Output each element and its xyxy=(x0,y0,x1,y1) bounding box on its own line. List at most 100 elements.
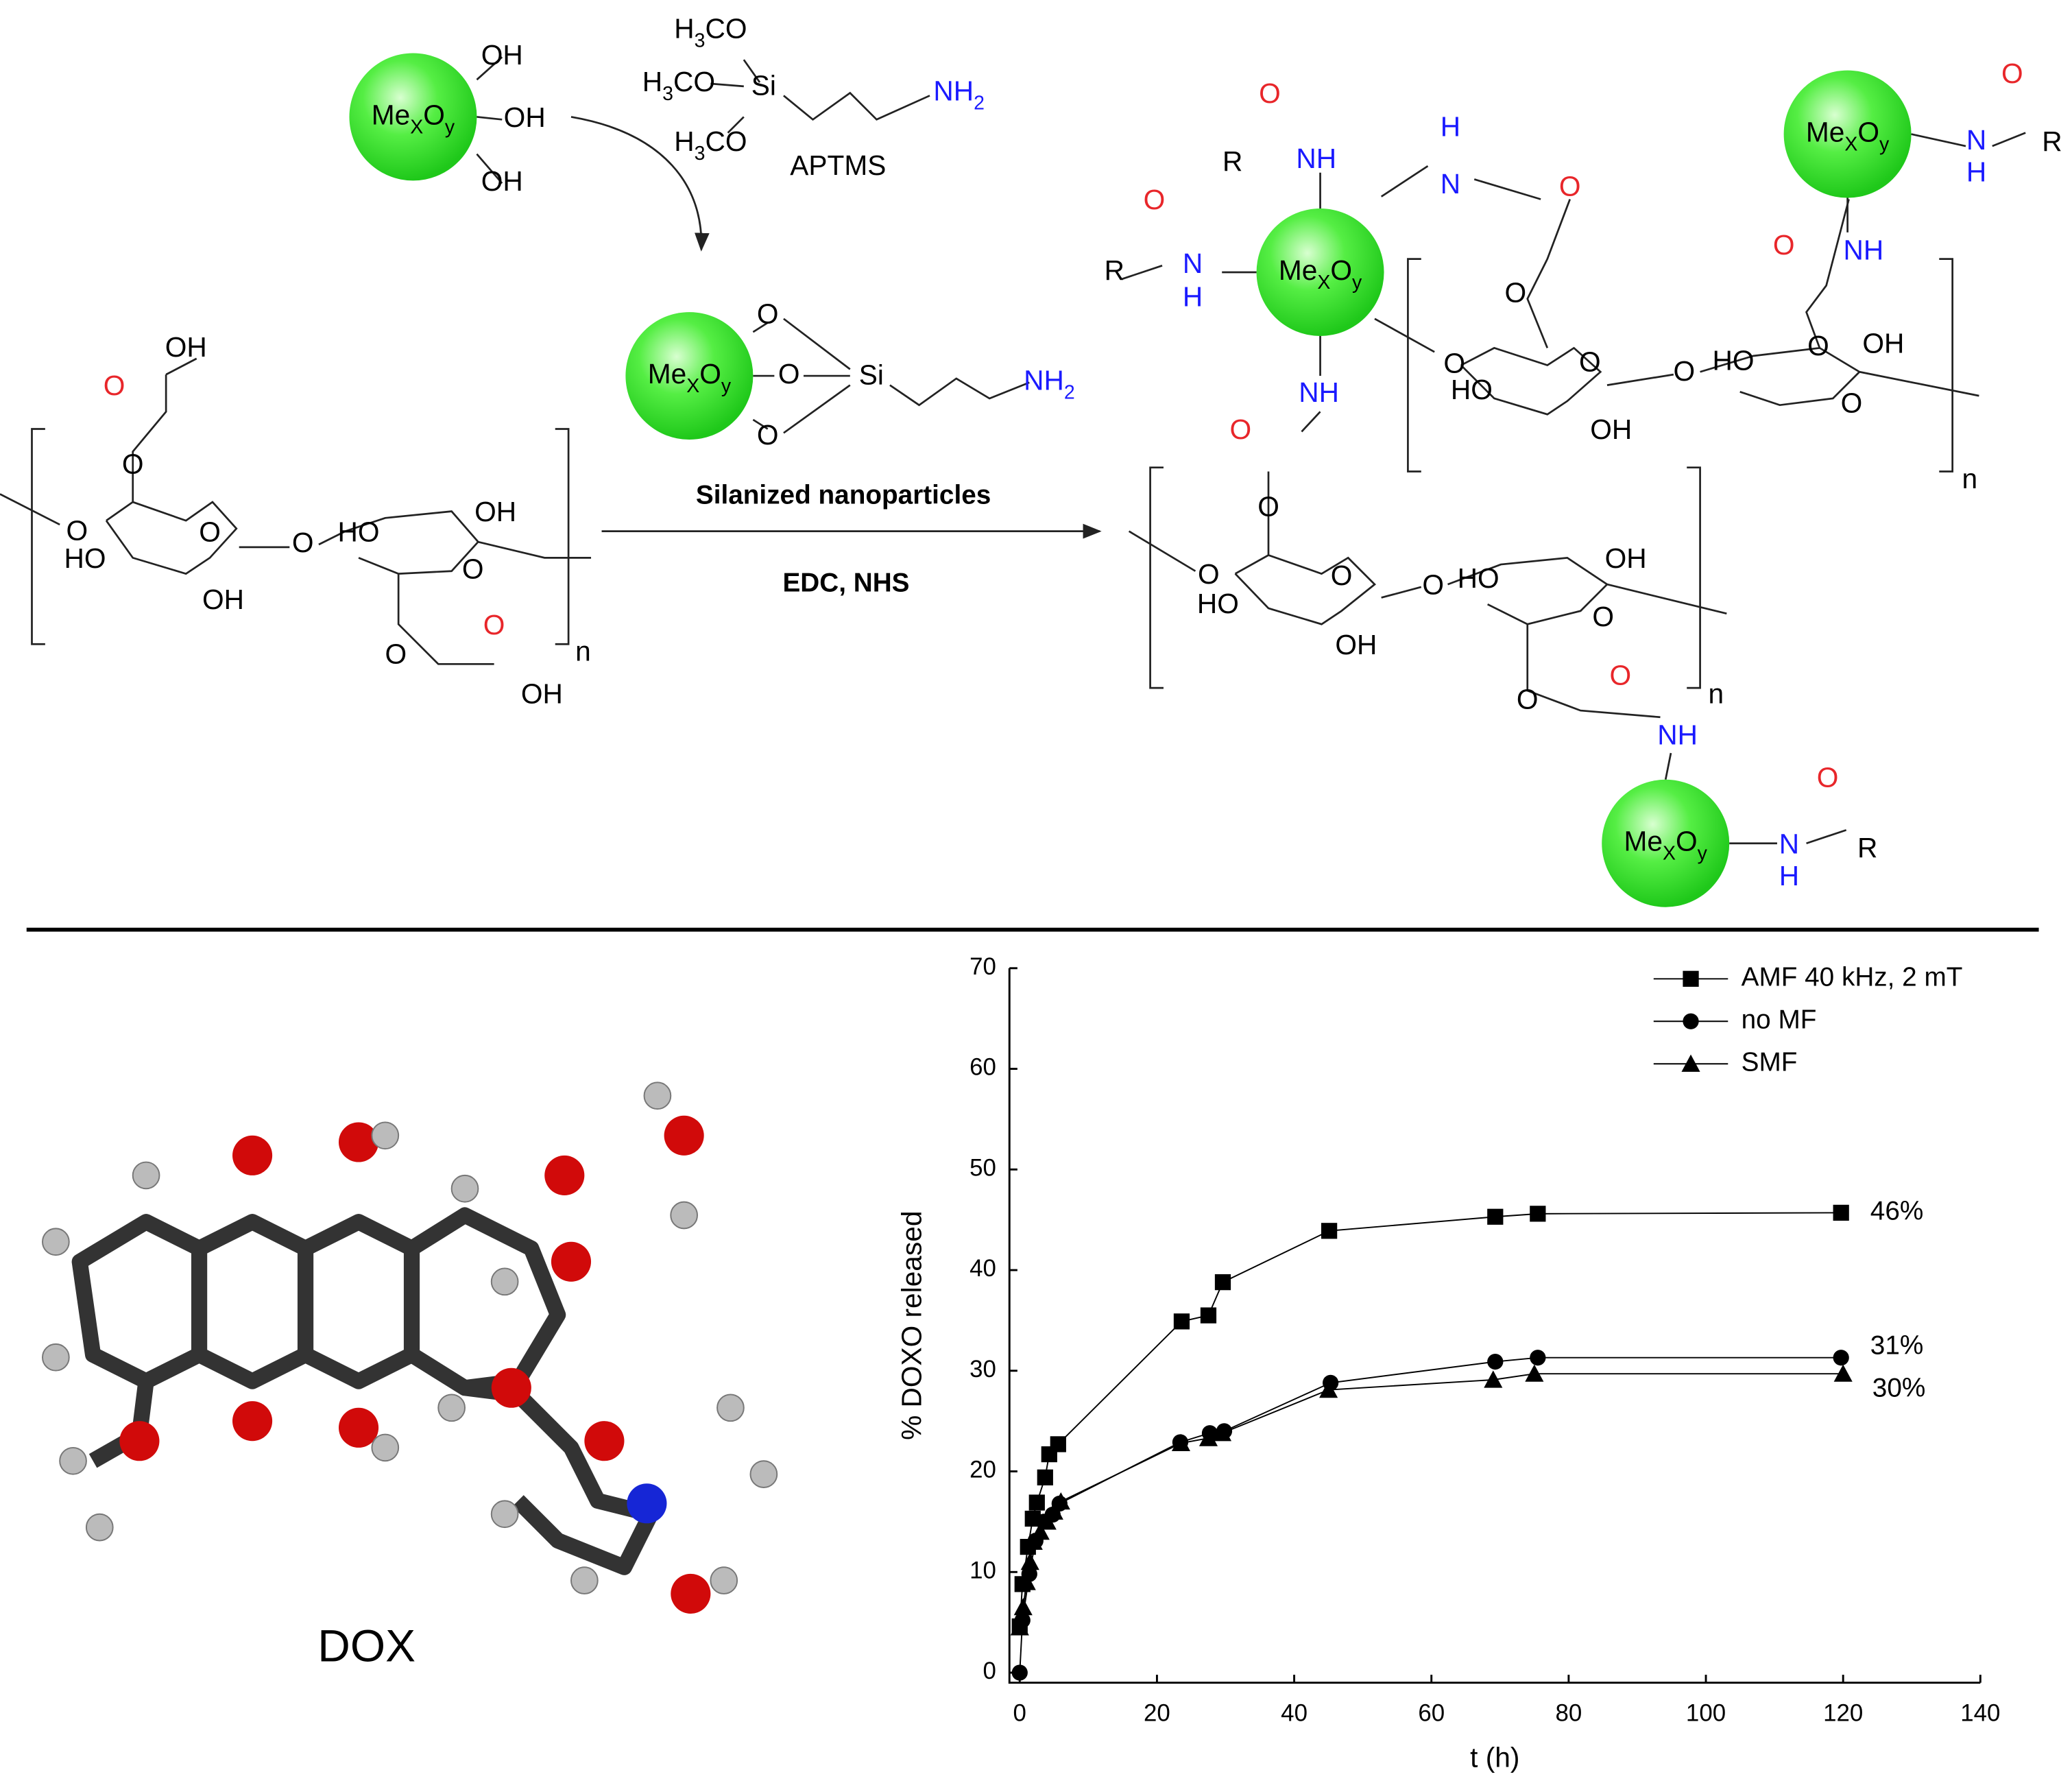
subscript: X xyxy=(1663,842,1676,864)
scheme-label: N xyxy=(1779,828,1799,859)
scheme-label: O xyxy=(1773,229,1795,261)
marker xyxy=(1530,1350,1546,1366)
nanoparticle xyxy=(1783,70,1912,198)
subscript: X xyxy=(1844,133,1857,155)
scheme-label: O xyxy=(1505,277,1527,309)
scheme-label: O xyxy=(1230,414,1252,445)
scheme-label: O xyxy=(1610,659,1632,691)
marker xyxy=(1487,1208,1504,1225)
scheme-label: MeXOy xyxy=(648,358,732,397)
scheme-label: O xyxy=(1257,490,1279,522)
scheme-label: R xyxy=(1857,832,1877,863)
x-axis-label: t (h) xyxy=(1470,1742,1519,1773)
nanoparticle xyxy=(1602,779,1730,907)
marker xyxy=(1017,1573,1036,1590)
scheme-label: HO xyxy=(1713,344,1755,376)
legend-label: SMF xyxy=(1742,1047,1798,1077)
label-part: Me xyxy=(1279,254,1317,286)
scheme-label: O xyxy=(1674,355,1696,387)
label-part: CO xyxy=(706,12,747,44)
label-part: H xyxy=(674,125,694,157)
scheme-label: MeXOy xyxy=(372,99,455,138)
scheme-label: O xyxy=(757,419,779,451)
subscript: 2 xyxy=(974,92,985,114)
marker xyxy=(1214,1274,1231,1291)
label-part: O xyxy=(423,99,445,130)
marker xyxy=(1013,1598,1033,1616)
scheme-label: OH xyxy=(202,584,244,615)
scheme-label: O xyxy=(385,638,407,669)
legend-label: no MF xyxy=(1742,1005,1817,1034)
marker xyxy=(1020,1553,1039,1570)
scheme-label: OH xyxy=(1862,327,1904,359)
label-part: H xyxy=(674,12,694,44)
scheme-label: Si xyxy=(751,70,776,101)
subscript: y xyxy=(1352,272,1362,294)
scheme-label: O xyxy=(104,370,125,401)
marker xyxy=(1031,1522,1050,1540)
scheme-label: OH xyxy=(521,678,563,710)
subscript: 2 xyxy=(1064,381,1075,403)
marker xyxy=(1833,1364,1853,1382)
scheme-label: O xyxy=(67,514,88,546)
scheme-label: NH2 xyxy=(933,75,985,114)
subscript: y xyxy=(445,116,455,138)
marker xyxy=(1011,1664,1028,1681)
scheme-label: O xyxy=(1198,558,1220,590)
scheme-label: H3CO xyxy=(674,12,747,51)
scheme-label: O xyxy=(199,516,221,547)
dox-model xyxy=(42,1081,778,1614)
scheme-label: H xyxy=(1966,156,1986,187)
particles xyxy=(349,53,1912,907)
scheme-label: OH xyxy=(1335,629,1377,660)
annotation: 46% xyxy=(1870,1197,1924,1226)
scheme-label: O xyxy=(1817,762,1839,793)
label-part: O xyxy=(1330,254,1352,286)
marker xyxy=(1833,1350,1849,1366)
label-part: Me xyxy=(648,358,686,390)
x-tick-label: 140 xyxy=(1960,1699,2000,1726)
marker xyxy=(1681,1054,1700,1072)
nanoparticle xyxy=(625,312,754,440)
marker xyxy=(1525,1364,1544,1382)
nanoparticle xyxy=(1256,208,1384,336)
x-tick-label: 0 xyxy=(1013,1699,1026,1726)
scheme-label: O xyxy=(292,527,314,558)
scheme-label: O xyxy=(462,553,484,584)
scheme-label: n xyxy=(575,636,591,667)
marker xyxy=(1051,1492,1070,1510)
y-tick-label: 40 xyxy=(969,1255,996,1282)
molecule-label: DOX xyxy=(317,1621,415,1671)
scheme-label: H xyxy=(1441,111,1460,143)
scheme-label: OH xyxy=(474,496,516,527)
scheme-label: HO xyxy=(64,542,106,574)
y-tick-label: 70 xyxy=(969,953,996,980)
scheme-label: N xyxy=(1441,168,1460,200)
scheme-label: O xyxy=(778,358,800,390)
y-tick-label: 20 xyxy=(969,1457,996,1483)
scheme-label: HO xyxy=(338,516,380,547)
label-part: Me xyxy=(1624,826,1663,857)
subscript: 3 xyxy=(695,143,706,165)
scheme-label: APTMS xyxy=(790,150,886,181)
marker xyxy=(1037,1512,1057,1530)
x-tick-label: 80 xyxy=(1555,1699,1582,1726)
scheme-label: O xyxy=(1422,569,1444,601)
x-tick-label: 20 xyxy=(1144,1699,1170,1726)
label-part: H xyxy=(642,66,662,97)
series-line xyxy=(1019,1356,1842,1673)
subscript: y xyxy=(1879,133,1890,155)
annotation: 31% xyxy=(1870,1330,1924,1360)
scheme-label: O xyxy=(1579,346,1601,377)
scheme-label: O xyxy=(1592,601,1614,632)
subscript: 3 xyxy=(695,29,706,51)
scheme-label: OH xyxy=(481,165,523,197)
label-part: CO xyxy=(706,125,747,157)
marker xyxy=(1321,1223,1338,1239)
scheme-label: H xyxy=(1183,280,1203,312)
marker xyxy=(1212,1424,1232,1442)
label-part: Me xyxy=(372,99,410,130)
label-part: O xyxy=(699,358,721,390)
marker xyxy=(1198,1429,1218,1446)
